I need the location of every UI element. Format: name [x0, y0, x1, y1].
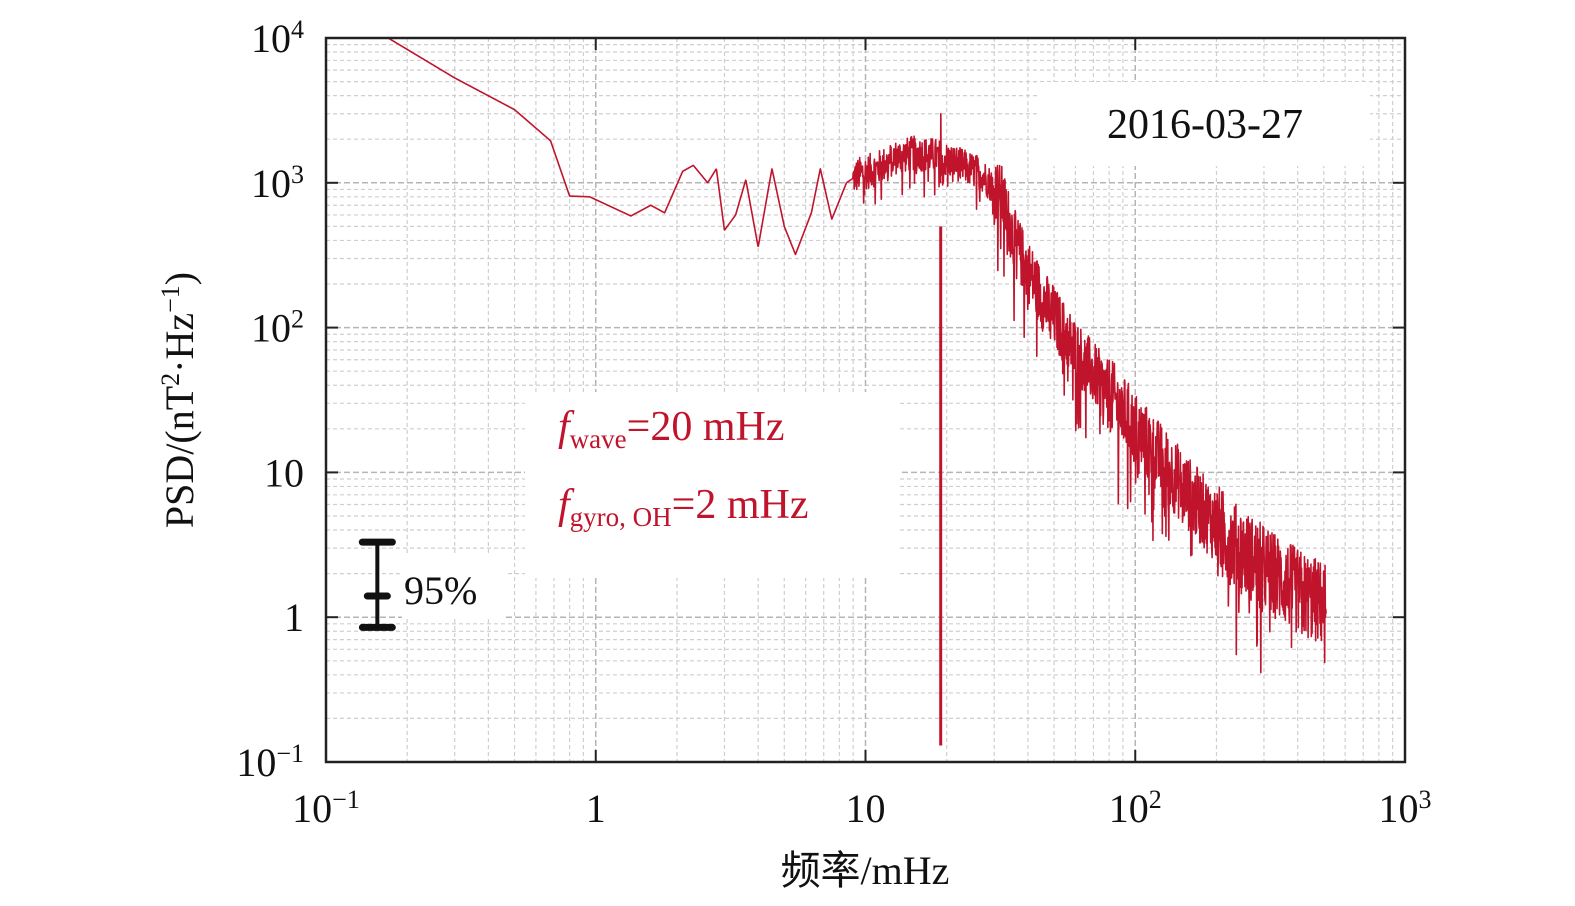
x-tick-label-exponent: −1	[332, 785, 360, 814]
y-tick-label: 1	[284, 595, 304, 640]
y-tick-label-exponent: 3	[291, 159, 304, 188]
y-axis-title-base: PSD/(nT	[157, 386, 202, 528]
x-tick-label: 10	[846, 786, 886, 831]
x-axis-title: 频率/mHz	[781, 848, 950, 893]
y-tick-label: 103	[251, 159, 304, 206]
y-tick-label-base: 1	[284, 595, 304, 640]
date-label-background	[1040, 82, 1370, 166]
y-tick-label-base: 10	[251, 306, 291, 351]
y-tick-label-base: 10	[236, 740, 276, 785]
y-tick-label: 102	[251, 304, 304, 351]
y-tick-label-exponent: 4	[291, 15, 304, 44]
y-tick-label: 10	[264, 450, 304, 495]
x-tick-label-base: 10	[292, 786, 332, 831]
x-tick-label-base: 10	[1109, 786, 1149, 831]
wave-value: =20 mHz	[627, 404, 785, 450]
x-tick-label-base: 1	[586, 786, 606, 831]
x-tick-label-base: 10	[1379, 786, 1419, 831]
date-label: 2016-03-27	[1107, 102, 1303, 148]
x-tick-label-exponent: 2	[1149, 785, 1162, 814]
confidence-label-background	[402, 556, 506, 618]
y-axis-title-squared: 2	[156, 373, 185, 386]
x-tick-labels: 10−1 1 10 102 103	[292, 785, 1431, 832]
gyro-value: =2 mHz	[672, 482, 809, 528]
gyro-frequency-annotation: fgyro, OH=2 mHz	[558, 482, 809, 532]
x-tick-label: 1	[586, 786, 606, 831]
tick-marks	[325, 37, 1406, 763]
y-tick-label-base: 10	[264, 450, 304, 495]
x-tick-label: 102	[1109, 785, 1162, 832]
x-tick-label: 103	[1379, 785, 1432, 832]
gyro-subscript: gyro, OH	[570, 502, 672, 532]
y-tick-label: 104	[251, 15, 304, 62]
y-axis-title-exponent: −1	[156, 285, 185, 313]
y-tick-label: 10−1	[236, 739, 304, 786]
y-axis-title: PSD/(nT2·Hz−1)	[156, 272, 203, 528]
wave-subscript: wave	[570, 424, 627, 454]
x-tick-label: 10−1	[292, 785, 360, 832]
y-tick-label-exponent: 2	[291, 304, 304, 333]
y-tick-label-base: 10	[251, 16, 291, 61]
y-tick-label-exponent: −1	[276, 739, 304, 768]
confidence-label: 95%	[404, 568, 477, 613]
x-tick-label-exponent: 3	[1419, 785, 1432, 814]
wave-frequency-annotation: fwave=20 mHz	[558, 404, 784, 454]
y-tick-label-base: 10	[251, 161, 291, 206]
y-axis-title-mid: ·Hz	[157, 313, 202, 373]
y-axis-title-end: )	[157, 272, 202, 285]
annotation-background	[525, 392, 900, 578]
psd-series-line	[387, 37, 1327, 674]
x-tick-label-base: 10	[846, 786, 886, 831]
psd-series-group	[387, 37, 1327, 674]
confidence-interval-bar	[358, 538, 396, 631]
